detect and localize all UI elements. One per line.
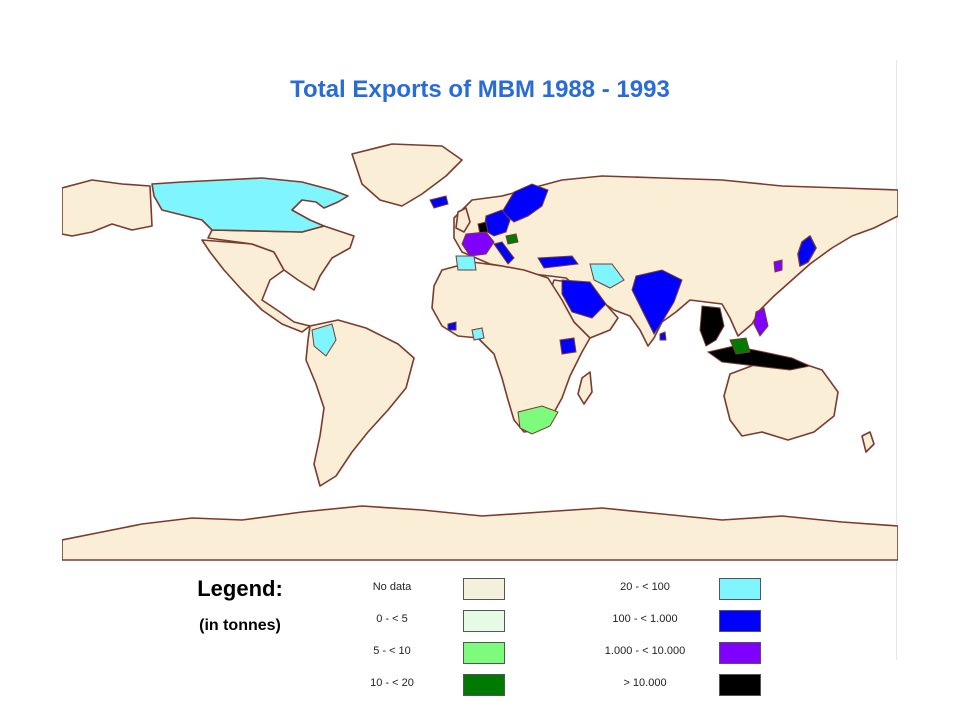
canada-region <box>151 177 349 233</box>
legend-swatch <box>719 610 761 632</box>
legend-label: 10 - < 20 <box>370 677 414 689</box>
legend-label: 20 - < 100 <box>620 581 670 593</box>
kenya-region <box>559 337 577 355</box>
legend-swatch <box>719 674 761 696</box>
alaska-region <box>62 179 153 237</box>
madagascar-region <box>577 371 593 405</box>
indonesia-region <box>706 345 812 371</box>
colombia-region <box>311 323 337 357</box>
south-america-region <box>305 319 415 487</box>
turkey-region <box>537 255 579 269</box>
india-region <box>631 269 683 335</box>
philippines-region <box>753 307 769 337</box>
legend-label: 0 - < 5 <box>376 613 408 625</box>
world-map <box>62 143 898 561</box>
legend-swatch <box>719 642 761 664</box>
senegal-region <box>447 321 457 331</box>
legend-swatch <box>463 642 505 664</box>
legend-label: 5 - < 10 <box>373 645 411 657</box>
legend-unit: (in tonnes) <box>199 617 281 634</box>
sri-lanka-region <box>659 331 667 341</box>
japan-export-region <box>797 235 817 267</box>
new-zealand-region <box>861 431 875 453</box>
central-europe-region <box>505 233 519 245</box>
italy-region <box>493 241 515 265</box>
france-region <box>461 231 495 257</box>
benelux-region <box>477 221 489 235</box>
legend-label: 1.000 - < 10.000 <box>604 645 686 657</box>
west-africa-region <box>471 327 485 341</box>
legend-label: > 10.000 <box>623 677 667 689</box>
frame-rule <box>896 60 897 660</box>
antarctica-region <box>62 505 898 561</box>
legend-swatch <box>463 578 505 600</box>
legend-label: No data <box>372 581 412 593</box>
saudi-arabia-region <box>561 279 607 319</box>
south-africa-region <box>517 405 559 435</box>
borneo-region <box>729 337 751 355</box>
uk-region <box>455 207 471 233</box>
legend-label: 100 - < 1.000 <box>612 613 678 625</box>
greenland-region <box>351 143 463 207</box>
legend-heading: Legend: <box>197 576 283 601</box>
legend-swatch <box>463 674 505 696</box>
map-title: Total Exports of MBM 1988 - 1993 <box>290 76 670 103</box>
iberia-region <box>455 255 477 271</box>
southeast-asia-region <box>699 305 725 347</box>
iran-region <box>589 263 625 289</box>
australia-region <box>723 359 839 441</box>
legend-swatch <box>463 610 505 632</box>
legend-swatch <box>719 578 761 600</box>
iceland-region <box>429 195 449 209</box>
korea-region <box>773 259 783 273</box>
scandinavia-region <box>501 183 549 223</box>
